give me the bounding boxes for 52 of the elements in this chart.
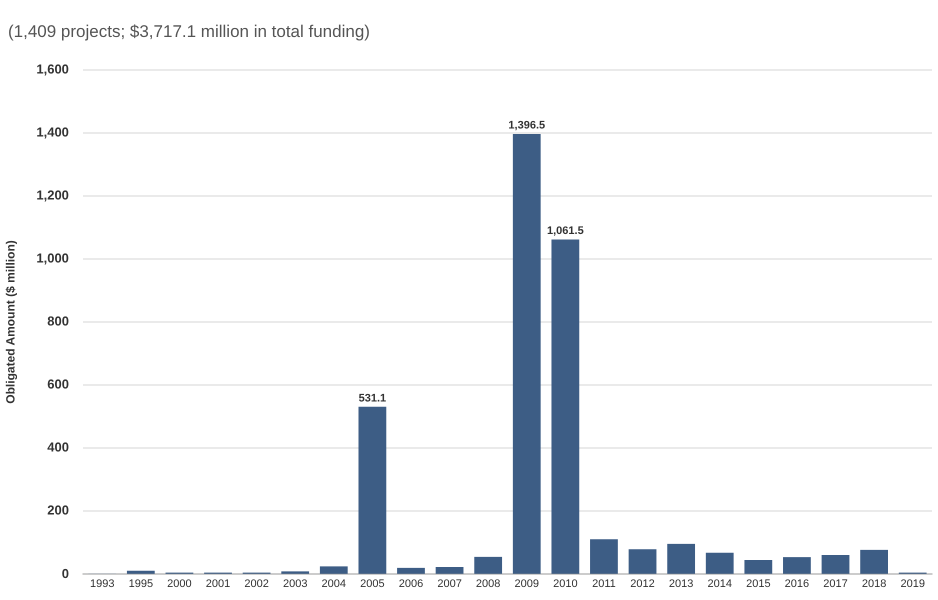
y-tick-label: 400 bbox=[47, 440, 69, 455]
x-tick-label: 2014 bbox=[707, 578, 732, 590]
bar bbox=[860, 550, 888, 574]
data-label: 1,396.5 bbox=[508, 119, 546, 132]
bar bbox=[590, 539, 618, 574]
x-tick-label: 2012 bbox=[630, 578, 655, 590]
data-label: 1,061.5 bbox=[547, 225, 584, 238]
bar bbox=[397, 568, 425, 574]
x-tick-label: 2015 bbox=[746, 578, 771, 590]
y-tick-label: 0 bbox=[62, 566, 69, 581]
y-tick-label: 800 bbox=[47, 314, 69, 329]
bar bbox=[628, 549, 656, 574]
bar bbox=[126, 570, 155, 574]
y-tick-label: 1,200 bbox=[36, 187, 69, 202]
bar bbox=[358, 406, 386, 574]
y-tick-label: 1,600 bbox=[36, 61, 69, 76]
x-tick-label: 2009 bbox=[514, 578, 540, 590]
x-tick-label: 2019 bbox=[900, 578, 925, 590]
bar bbox=[436, 566, 464, 574]
y-tick-label: 200 bbox=[47, 502, 69, 518]
bar bbox=[474, 556, 502, 574]
x-tick-label: 2007 bbox=[437, 578, 462, 590]
x-tick-label: 1995 bbox=[128, 578, 154, 590]
x-tick-label: 2003 bbox=[282, 578, 308, 590]
x-tick-label: 2013 bbox=[668, 578, 694, 590]
x-tick-label: 2011 bbox=[592, 578, 616, 590]
bar bbox=[551, 240, 580, 574]
y-tick-label: 1,400 bbox=[36, 124, 69, 140]
x-tick-label: 2018 bbox=[862, 578, 886, 590]
bar bbox=[512, 134, 541, 574]
x-tick-label: 2017 bbox=[823, 578, 848, 590]
x-tick-label: 2001 bbox=[206, 578, 230, 590]
bar bbox=[744, 560, 772, 574]
y-axis-title: Obligated Amount ($ million) bbox=[4, 240, 18, 404]
y-tick-label: 600 bbox=[47, 376, 69, 392]
bar bbox=[822, 554, 850, 574]
bar bbox=[706, 552, 734, 574]
bar bbox=[667, 544, 696, 574]
bar bbox=[783, 557, 811, 574]
x-tick-label: 2004 bbox=[322, 578, 346, 590]
x-tick-label: 2000 bbox=[167, 578, 192, 590]
x-tick-label: 2016 bbox=[784, 578, 810, 590]
x-tick-label: 2010 bbox=[553, 578, 578, 590]
x-tick-label: 2005 bbox=[360, 578, 385, 590]
data-label: 531.1 bbox=[358, 392, 386, 404]
x-tick-label: 2002 bbox=[244, 578, 269, 590]
chart-subtitle: (1,409 projects; $3,717.1 million in total funding) bbox=[7, 21, 371, 43]
x-tick-label: 1993 bbox=[90, 578, 114, 590]
y-tick-label: 1,000 bbox=[36, 250, 69, 266]
x-tick-label: 2008 bbox=[476, 578, 500, 590]
x-tick-label: 2006 bbox=[398, 578, 424, 590]
bar bbox=[320, 566, 348, 574]
